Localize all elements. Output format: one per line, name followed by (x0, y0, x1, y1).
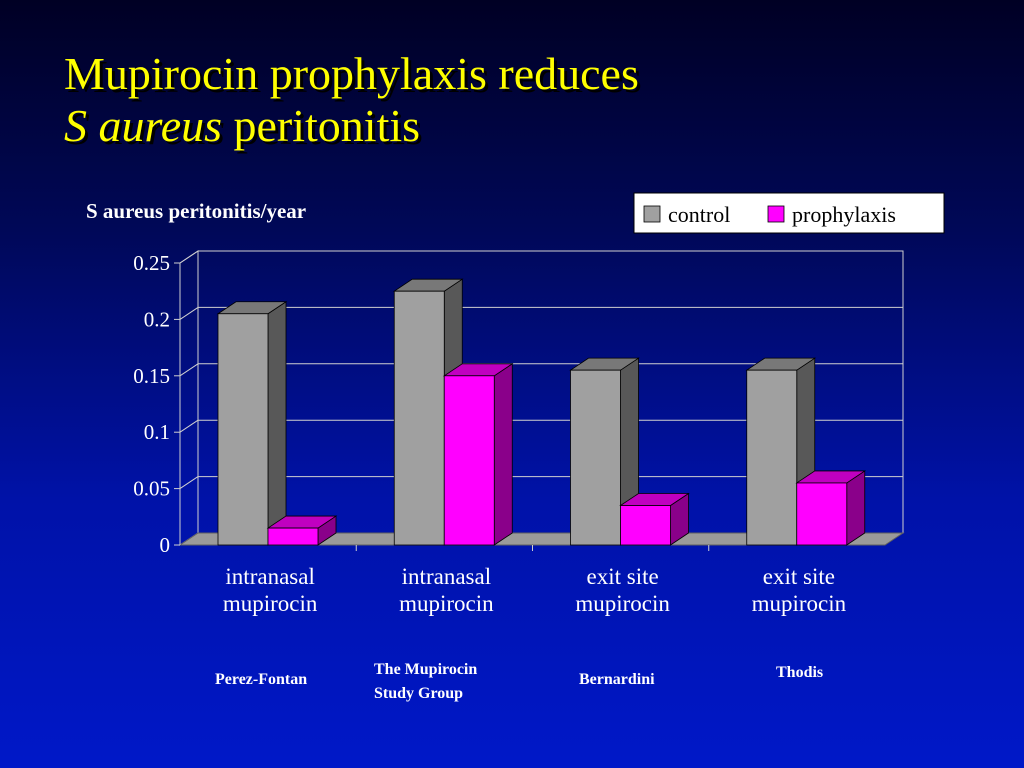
bar-front (796, 482, 848, 546)
bar-front (217, 313, 269, 546)
title-line-1: Mupirocin prophylaxis reduces (64, 48, 639, 99)
x-label-line: intranasal (225, 564, 314, 589)
x-label-line: mupirocin (399, 591, 494, 616)
source-label: Perez-Fontan (215, 668, 307, 692)
source-label: Thodis (776, 661, 823, 685)
bar-front (570, 369, 621, 546)
source-label: Bernardini (579, 668, 655, 692)
bar-prophylaxis-4 (795, 470, 867, 546)
bar-front (443, 375, 495, 546)
x-label-1: intranasal mupirocin (223, 564, 318, 616)
bar-front (393, 290, 445, 546)
y-tick-label: 0 (160, 533, 171, 557)
bar-side (846, 470, 866, 546)
left-wall (179, 250, 199, 546)
x-label-3: exit site mupirocin (575, 564, 670, 616)
y-tick-label: 0.2 (144, 307, 170, 331)
gridline-side (179, 250, 199, 264)
y-tick-label: 0.1 (144, 420, 170, 444)
legend-box (633, 192, 945, 234)
legend-label-control: control (668, 202, 730, 227)
legend: control prophylaxis (633, 192, 945, 234)
source-line: Perez-Fontan (215, 671, 308, 688)
bar-control-1 (216, 301, 288, 546)
title-line-2: peritonitis (233, 99, 421, 151)
source-line: Thodis (776, 664, 824, 681)
x-label-line: exit site (763, 564, 835, 589)
x-label-line: exit site (587, 564, 659, 589)
gridline-side (179, 476, 199, 490)
bar-front (746, 369, 798, 546)
y-axis-label: S aureus peritonitis/year (86, 199, 307, 223)
source-label: The Mupirocin Study Group (374, 658, 477, 706)
x-label-line: mupirocin (752, 591, 847, 616)
bar-front (620, 505, 671, 546)
source-line: Bernardini (579, 671, 655, 688)
x-label-line: mupirocin (223, 591, 318, 616)
x-label-line: mupirocin (575, 591, 670, 616)
source-line: The Mupirocin (374, 661, 478, 678)
y-tick-label: 0.25 (133, 251, 170, 275)
legend-swatch-control (643, 205, 661, 223)
x-label-line: intranasal (402, 564, 491, 589)
bar-front (267, 527, 319, 546)
y-tick-label: 0.05 (133, 477, 170, 501)
title-organism: S aureus (64, 99, 223, 151)
bar-prophylaxis-1 (266, 515, 338, 546)
gridline-side (179, 419, 199, 433)
source-line: Study Group (374, 685, 464, 702)
y-axis-ticks: 0 0.05 0.1 0.15 0.2 0.25 (133, 251, 181, 557)
legend-swatch-prophylaxis (767, 205, 785, 223)
bars (216, 278, 867, 551)
x-label-4: exit site mupirocin (752, 564, 847, 616)
gridline-side (179, 306, 199, 320)
bar-prophylaxis-3 (619, 492, 690, 546)
bar-side (493, 363, 513, 546)
bar-side (267, 301, 287, 546)
x-label-2: intranasal mupirocin (399, 564, 494, 616)
y-tick-label: 0.15 (133, 364, 170, 388)
slide-title: Mupirocin prophylaxis reduces S aureus p… (64, 48, 639, 151)
gridline-side (179, 363, 199, 377)
bar-prophylaxis-2 (442, 363, 514, 546)
legend-label-prophylaxis: prophylaxis (792, 202, 896, 227)
